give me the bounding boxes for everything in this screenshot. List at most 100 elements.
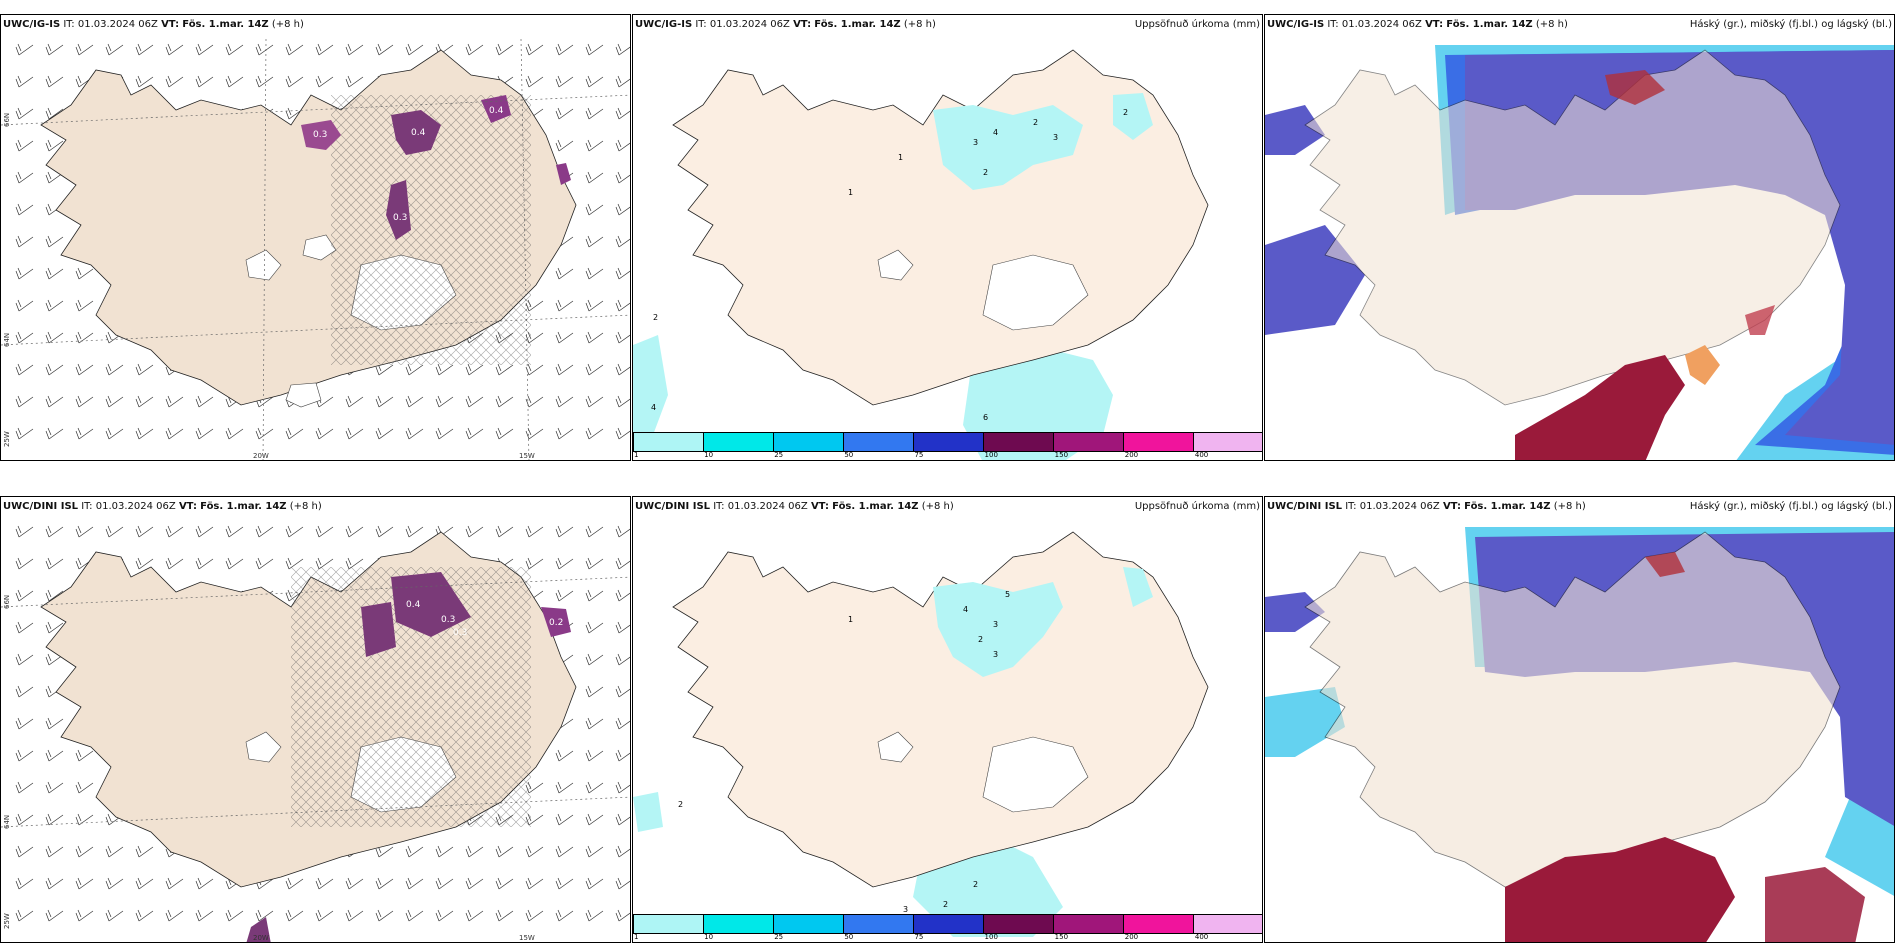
wind-barb bbox=[285, 525, 304, 538]
colorbar-tick-label: 10 bbox=[704, 933, 714, 941]
wind-barb bbox=[15, 171, 34, 184]
wind-barb bbox=[585, 43, 604, 56]
precip-value: 4 bbox=[993, 128, 998, 137]
precip-value: 3 bbox=[993, 650, 998, 659]
iceland-landmass bbox=[1304, 531, 1841, 888]
panel-title: Uppsöfnuð úrkoma (mm) bbox=[1134, 501, 1260, 512]
panel-title: Háský (gr.), miðský (fj.bl.) og lágský (… bbox=[1689, 501, 1892, 512]
wind-barb bbox=[135, 557, 154, 570]
precip-value: 2 bbox=[678, 800, 683, 809]
wind-barb bbox=[45, 107, 64, 120]
wind-barb bbox=[525, 877, 544, 890]
colorbar-tick-label: 150 bbox=[1054, 933, 1069, 941]
precip-area-north bbox=[933, 582, 1063, 677]
wind-barb bbox=[45, 877, 64, 890]
snowfall-area bbox=[541, 607, 571, 637]
wind-barb bbox=[555, 813, 574, 826]
wind-barb bbox=[45, 363, 64, 376]
wind-barb bbox=[435, 909, 454, 922]
wind-barb bbox=[615, 43, 630, 56]
precip-value: 2 bbox=[1123, 108, 1128, 117]
wind-barb bbox=[585, 267, 604, 280]
panel-header: UWC/DINI ISL IT: 01.03.2024 06Z VT: Fös.… bbox=[1265, 497, 1894, 521]
wind-barb bbox=[105, 877, 124, 890]
wind-barb bbox=[75, 781, 94, 794]
snowfall-area bbox=[246, 917, 271, 942]
wind-barb bbox=[375, 909, 394, 922]
wind-barb bbox=[285, 877, 304, 890]
colorbar-swatch bbox=[843, 914, 913, 934]
colorbar-swatch bbox=[773, 914, 843, 934]
wind-barb bbox=[345, 395, 364, 408]
map-panel-igis-clouds: UWC/IG-IS IT: 01.03.2024 06Z VT: Fös. 1.… bbox=[1264, 14, 1895, 461]
wind-barb bbox=[15, 653, 34, 666]
wind-barb bbox=[75, 525, 94, 538]
wind-barb bbox=[525, 909, 544, 922]
wind-barb bbox=[615, 685, 630, 698]
wind-barb bbox=[405, 525, 424, 538]
lat-line-66 bbox=[1, 576, 630, 608]
lat-label: 66N bbox=[3, 594, 11, 609]
langjokull bbox=[245, 731, 282, 763]
wind-barb bbox=[585, 557, 604, 570]
panel-header: UWC/IG-IS IT: 01.03.2024 06Z VT: Fös. 1.… bbox=[633, 15, 1262, 39]
wind-barb bbox=[315, 909, 334, 922]
wind-barb bbox=[15, 781, 34, 794]
wind-barb bbox=[405, 427, 424, 440]
wind-barb bbox=[495, 877, 514, 890]
precip-map: 2 3 4 3 2 1 1 2 4 6 2 bbox=[633, 49, 1209, 460]
wind-barb bbox=[75, 267, 94, 280]
snowfall-area bbox=[361, 602, 396, 657]
wind-barb bbox=[45, 749, 64, 762]
panel-header: UWC/IG-IS IT: 01.03.2024 06Z VT: Fös. 1.… bbox=[1, 15, 630, 39]
lat-line-64 bbox=[1, 796, 630, 828]
wind-barb bbox=[225, 557, 244, 570]
wind-barb bbox=[15, 877, 34, 890]
precip-colorbar bbox=[633, 914, 1262, 934]
wind-barb bbox=[585, 203, 604, 216]
wind-barb bbox=[15, 43, 34, 56]
wind-barb bbox=[15, 139, 34, 152]
vt-value: Fös. 1.mar. 14Z bbox=[1464, 501, 1551, 512]
wind-barb bbox=[585, 877, 604, 890]
wind-barb bbox=[165, 909, 184, 922]
it-label: IT: bbox=[1345, 501, 1357, 512]
vt-label: VT: bbox=[810, 501, 829, 512]
wind-barb bbox=[315, 43, 334, 56]
it-label: IT: bbox=[713, 501, 725, 512]
wind-barb bbox=[255, 427, 274, 440]
lat-label: 25W bbox=[3, 913, 11, 929]
wind-barb bbox=[135, 525, 154, 538]
model-name: UWC/DINI ISL bbox=[3, 501, 79, 512]
it-value: 01.03.2024 06Z bbox=[709, 19, 790, 30]
wind-barb bbox=[165, 525, 184, 538]
wind-barb bbox=[615, 653, 630, 666]
wind-barb bbox=[525, 395, 544, 408]
snow-value-label: 0.4 bbox=[489, 106, 504, 116]
precip-value: 5 bbox=[1005, 590, 1010, 599]
wind-barb bbox=[15, 557, 34, 570]
wind-barb bbox=[615, 299, 630, 312]
vt-label: VT: bbox=[161, 19, 180, 30]
vt-label: VT: bbox=[178, 501, 197, 512]
wind-barb bbox=[45, 557, 64, 570]
wind-barb bbox=[165, 43, 184, 56]
wind-barb bbox=[615, 877, 630, 890]
langjokull bbox=[245, 249, 282, 281]
wind-barb bbox=[135, 845, 154, 858]
wind-barb bbox=[615, 749, 630, 762]
wind-barb bbox=[195, 557, 214, 570]
it-value: 01.03.2024 06Z bbox=[1341, 19, 1422, 30]
storm-area bbox=[1515, 355, 1685, 460]
wind-barb bbox=[585, 363, 604, 376]
wind-barb bbox=[75, 813, 94, 826]
wind-barb bbox=[195, 909, 214, 922]
vt-label: VT: bbox=[793, 19, 812, 30]
it-label: IT: bbox=[1327, 19, 1339, 30]
lead-time: (+8 h) bbox=[1535, 19, 1568, 30]
colorbar-swatch bbox=[1053, 432, 1123, 452]
storm-area bbox=[1505, 837, 1735, 942]
snowfall-area bbox=[556, 163, 571, 185]
wind-barb bbox=[315, 525, 334, 538]
precip-value: 4 bbox=[963, 605, 968, 614]
